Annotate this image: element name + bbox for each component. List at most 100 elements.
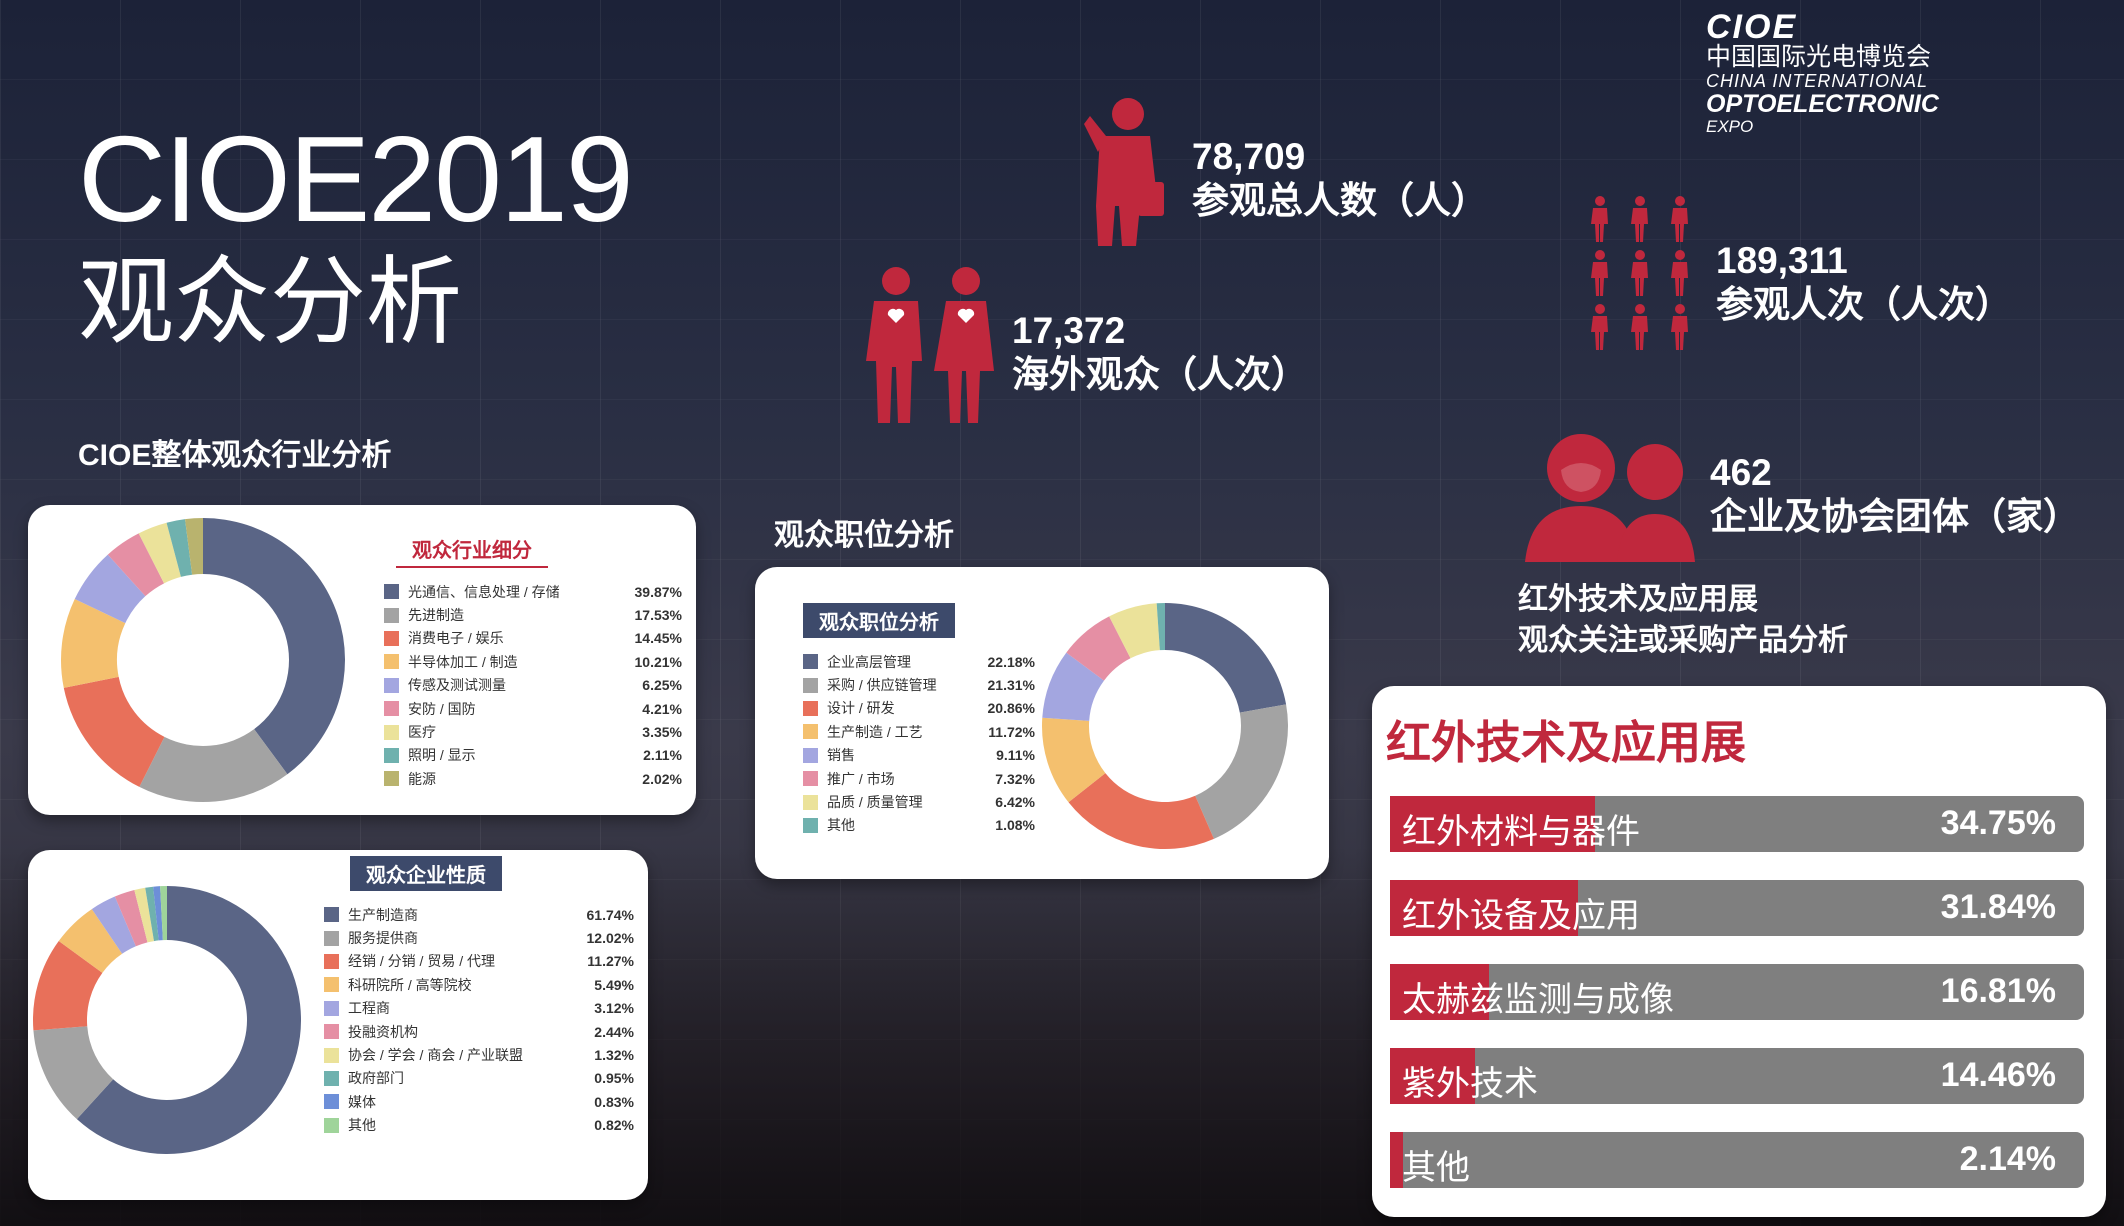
legend-value: 21.31% xyxy=(987,677,1035,694)
position-legend: 观众职位分析 企业高层管理 22.18% 采购 / 供应链管理 21.31% 设计 / … xyxy=(803,603,1035,837)
legend-label: 光通信、信息处理 / 存储 xyxy=(408,583,560,600)
stat-total-visitors: 78,709 参观总人数（人） xyxy=(1192,136,1488,223)
legend-label: 销售 xyxy=(827,747,855,764)
donut-slice xyxy=(139,729,288,802)
legend-item: 光通信、信息处理 / 存储 39.87% xyxy=(384,580,682,603)
group-icon xyxy=(1525,434,1695,562)
legend-label: 生产制造商 xyxy=(348,906,418,923)
donut-slice xyxy=(114,890,148,947)
donut-slice xyxy=(33,1026,114,1120)
legend-item: 销售 9.11% xyxy=(803,744,1035,767)
legend-item: 媒体 0.83% xyxy=(324,1090,634,1113)
legend-value: 1.32% xyxy=(594,1047,634,1064)
legend-value: 11.27% xyxy=(587,953,634,970)
legend-value: 4.21% xyxy=(642,700,682,717)
section-title-infrared-line2: 观众关注或采购产品分析 xyxy=(1518,623,1848,657)
industry-chart-title: 观众行业细分 xyxy=(396,531,548,568)
legend-label: 其他 xyxy=(348,1117,376,1134)
section-title-infrared-line1: 红外技术及应用展 xyxy=(1518,583,1758,616)
donut-slice xyxy=(74,554,146,624)
legend-item: 设计 / 研发 20.86% xyxy=(803,697,1035,720)
legend-swatch xyxy=(803,771,818,787)
legend-swatch xyxy=(324,977,339,993)
donut-slice xyxy=(76,886,301,1154)
legend-value: 12.02% xyxy=(586,930,634,947)
legend-value: 0.83% xyxy=(594,1093,634,1110)
legend-label: 半导体加工 / 制造 xyxy=(408,653,518,670)
legend-swatch xyxy=(803,794,818,810)
legend-label: 经销 / 分销 / 贸易 / 代理 xyxy=(348,953,496,970)
legend-item: 照明 / 显示 2.11% xyxy=(384,744,682,767)
legend-label: 企业高层管理 xyxy=(827,653,911,670)
donut-slice xyxy=(107,533,165,597)
legend-swatch xyxy=(324,1117,339,1133)
legend-value: 6.25% xyxy=(642,677,682,694)
legend-label: 协会 / 学会 / 商会 / 产业联盟 xyxy=(348,1047,524,1064)
bar-fill xyxy=(1390,1132,1403,1188)
legend-value: 17.53% xyxy=(634,607,682,624)
legend-swatch xyxy=(384,747,399,763)
legend-swatch xyxy=(324,1094,339,1110)
legend-value: 61.74% xyxy=(586,906,634,923)
legend-swatch xyxy=(324,930,339,946)
legend-swatch xyxy=(324,1070,339,1086)
legend-label: 推广 / 市场 xyxy=(827,770,895,787)
legend-swatch xyxy=(803,724,818,740)
legend-item: 医疗 3.35% xyxy=(384,720,682,743)
donut-slice xyxy=(1165,603,1287,713)
stat-visits-label: 参观人次（人次） xyxy=(1716,283,2012,325)
infrared-card: 红外技术及应用展 红外材料与器件 34.75% 红外设备及应用 31.84% 太赫兹监测… xyxy=(1372,686,2106,1217)
infrared-chart-title: 红外技术及应用展 xyxy=(1386,717,1747,768)
page-subtitle: 观众分析 xyxy=(78,249,462,356)
bar-label: 紫外技术 xyxy=(1402,1065,1538,1103)
legend-value: 0.82% xyxy=(594,1117,634,1134)
position-donut-chart xyxy=(1042,603,1288,849)
legend-value: 0.95% xyxy=(594,1070,634,1087)
legend-item: 其他 0.82% xyxy=(324,1114,634,1137)
legend-item: 采购 / 供应链管理 21.31% xyxy=(803,673,1035,696)
industry-donut-chart xyxy=(61,518,345,802)
crowd-icon xyxy=(1591,196,1688,350)
donut-slice xyxy=(61,599,126,688)
stat-visits-value: 189,311 xyxy=(1716,240,1848,281)
legend-label: 传感及测试测量 xyxy=(408,677,506,694)
legend-swatch xyxy=(324,1047,339,1063)
bar-fill xyxy=(1390,964,1490,1020)
legend-value: 11.72% xyxy=(988,723,1035,740)
legend-item: 经销 / 分销 / 贸易 / 代理 11.27% xyxy=(324,950,634,973)
donut-slice xyxy=(1156,603,1165,651)
bar-row: 紫外技术 14.46% xyxy=(1390,1048,2084,1104)
stat-total-visitors-value: 78,709 xyxy=(1192,136,1306,177)
legend-swatch xyxy=(324,1000,339,1016)
legend-item: 其他 1.08% xyxy=(803,814,1035,837)
legend-label: 其他 xyxy=(827,817,855,834)
donut-slice xyxy=(1109,603,1160,659)
legend-label: 照明 / 显示 xyxy=(408,747,476,764)
industry-card: 观众行业细分 光通信、信息处理 / 存储 39.87% 先进制造 17.53% 消费电子… xyxy=(28,505,696,815)
logo-en-line2: OPTOELECTRONIC xyxy=(1706,90,1939,119)
stat-overseas-value: 17,372 xyxy=(1012,310,1126,351)
enterprise-card: 观众企业性质 生产制造商 61.74% 服务提供商 12.02% 经销 / 分销 / 贸… xyxy=(28,850,648,1200)
legend-item: 半导体加工 / 制造 10.21% xyxy=(384,650,682,673)
stat-groups-label: 企业及协会团体（家） xyxy=(1710,495,2080,537)
cioe-logo: CIOE 中国国际光电博览会 CHINA INTERNATIONAL OPTOE… xyxy=(1706,10,1966,136)
couple-icon xyxy=(866,267,994,423)
legend-item: 能源 2.02% xyxy=(384,767,682,790)
legend-swatch xyxy=(803,817,818,833)
legend-value: 7.32% xyxy=(995,770,1035,787)
bar-fill xyxy=(1390,1048,1476,1104)
donut-slice xyxy=(203,518,345,775)
legend-value: 20.86% xyxy=(987,700,1035,717)
bar-label: 红外材料与器件 xyxy=(1402,813,1640,851)
legend-label: 消费电子 / 娱乐 xyxy=(408,630,504,647)
bar-value: 14.46% xyxy=(1940,1056,2056,1094)
legend-swatch xyxy=(324,953,339,969)
legend-item: 政府部门 0.95% xyxy=(324,1067,634,1090)
stat-groups: 462 企业及协会团体（家） xyxy=(1710,452,2080,539)
enterprise-chart-title: 观众企业性质 xyxy=(350,856,502,891)
legend-swatch xyxy=(384,701,399,717)
bar-fill xyxy=(1390,796,1596,852)
legend-label: 设计 / 研发 xyxy=(827,700,895,717)
legend-item: 协会 / 学会 / 商会 / 产业联盟 1.32% xyxy=(324,1043,634,1066)
legend-swatch xyxy=(803,700,818,716)
